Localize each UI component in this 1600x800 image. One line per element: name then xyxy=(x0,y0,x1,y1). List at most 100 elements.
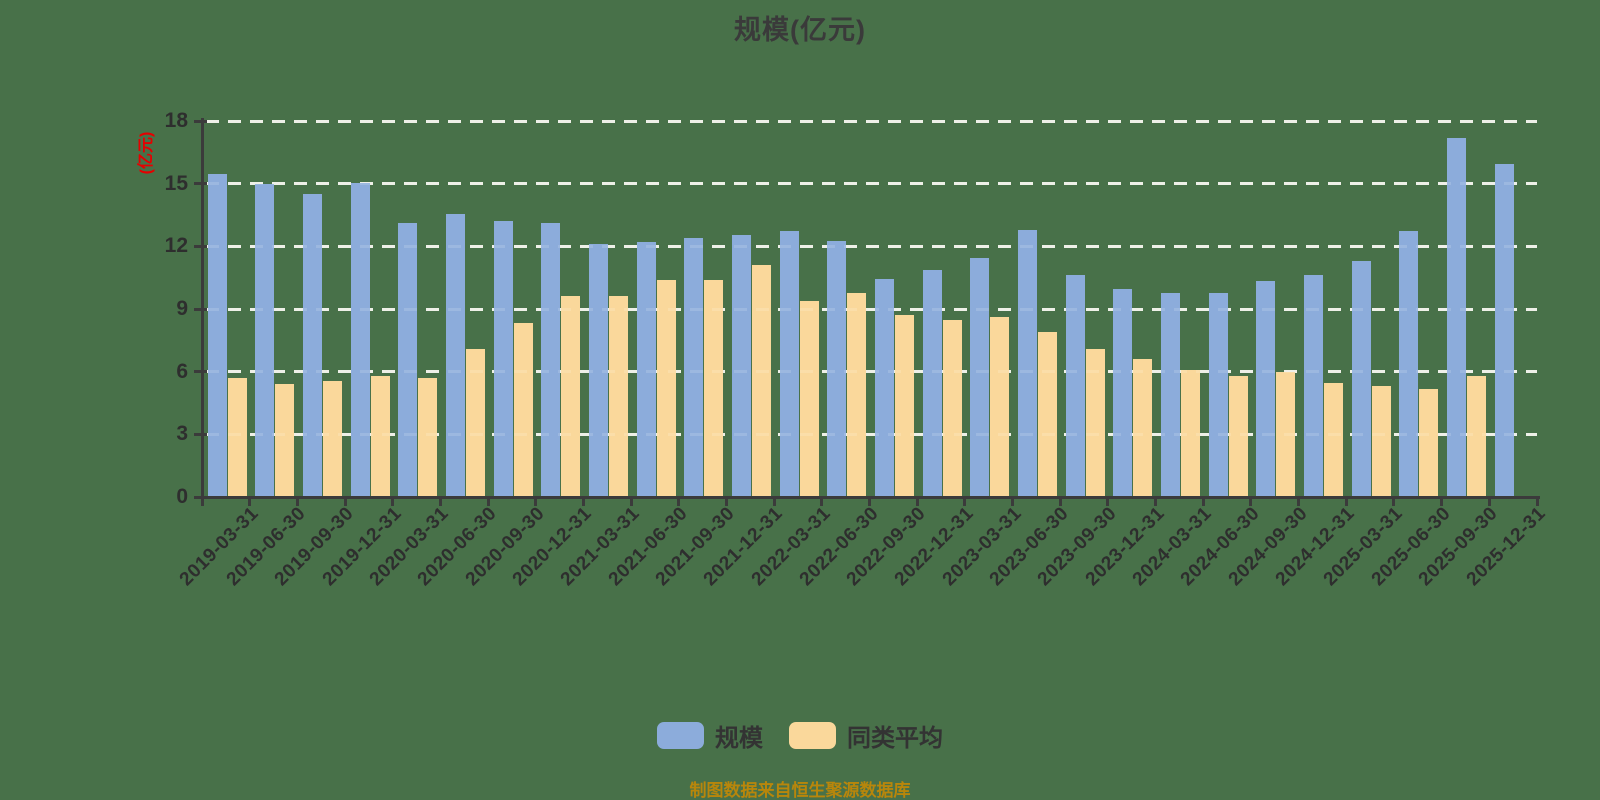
y-tick-mark xyxy=(194,244,207,248)
bar-peer-average-2020-06-30 xyxy=(465,348,485,497)
y-tick-label: 15 xyxy=(164,171,188,195)
y-tick-label: 6 xyxy=(176,359,188,383)
x-tick-mark xyxy=(1106,497,1110,506)
bar-scale-2024-06-30 xyxy=(1208,293,1228,497)
y-tick-label: 3 xyxy=(176,422,188,446)
bar-scale-2020-06-30 xyxy=(445,213,465,497)
bar-scale-2021-09-30 xyxy=(684,237,704,497)
x-tick-mark xyxy=(1487,497,1491,506)
x-tick-mark xyxy=(820,497,824,506)
y-grid-line-overlay xyxy=(206,182,1537,186)
legend-item-peer-average: 同类平均 xyxy=(789,718,943,753)
x-tick-mark xyxy=(581,497,585,506)
bar-scale-2022-03-31 xyxy=(779,230,799,497)
y-tick-label: 18 xyxy=(164,109,188,132)
y-grid-line-overlay xyxy=(206,119,1537,123)
x-tick-mark xyxy=(724,497,728,506)
x-tick-mark xyxy=(534,497,538,506)
bar-scale-2019-09-30 xyxy=(302,194,322,497)
bar-peer-average-2023-12-31 xyxy=(1133,359,1153,497)
bar-peer-average-2021-03-31 xyxy=(608,296,628,497)
bar-peer-average-2024-09-30 xyxy=(1276,371,1296,497)
x-tick-mark xyxy=(772,497,776,506)
bar-peer-average-2025-06-30 xyxy=(1419,389,1439,497)
y-grid-line xyxy=(206,244,1537,248)
bar-peer-average-2020-09-30 xyxy=(513,322,533,497)
x-tick-mark xyxy=(438,497,442,506)
x-tick-mark xyxy=(1201,497,1205,506)
legend-label-scale: 规模 xyxy=(715,725,763,752)
bar-peer-average-2019-03-31 xyxy=(227,377,247,497)
bar-scale-2019-12-31 xyxy=(350,182,370,497)
bar-scale-2023-03-31 xyxy=(970,257,990,497)
x-tick-mark xyxy=(391,497,395,506)
bar-scale-2024-03-31 xyxy=(1161,293,1181,497)
x-tick-mark xyxy=(248,497,252,506)
bar-scale-2025-12-31 xyxy=(1494,163,1514,497)
y-tick-label: 9 xyxy=(176,297,188,320)
bar-peer-average-2020-12-31 xyxy=(561,296,581,497)
x-tick-mark xyxy=(486,497,490,506)
bar-peer-average-2023-03-31 xyxy=(990,317,1010,497)
bar-scale-2024-12-31 xyxy=(1304,274,1324,497)
bar-peer-average-2025-09-30 xyxy=(1467,375,1487,497)
bar-peer-average-2019-12-31 xyxy=(370,375,390,497)
bar-scale-2024-09-30 xyxy=(1256,280,1276,497)
bar-peer-average-2019-09-30 xyxy=(322,381,342,497)
bar-scale-2025-03-31 xyxy=(1351,260,1371,497)
y-tick-mark xyxy=(194,119,207,123)
x-tick-mark xyxy=(1011,497,1015,506)
bar-peer-average-2022-09-30 xyxy=(895,315,914,497)
bar-scale-2020-09-30 xyxy=(493,221,513,497)
x-tick-mark xyxy=(629,497,633,506)
bar-peer-average-2021-06-30 xyxy=(656,279,676,497)
x-tick-mark xyxy=(1154,497,1158,506)
bar-peer-average-2024-06-30 xyxy=(1228,375,1248,497)
bar-scale-2020-03-31 xyxy=(398,223,418,497)
y-grid-line-overlay xyxy=(206,370,1537,374)
x-tick-mark xyxy=(1535,497,1539,506)
bar-scale-2021-12-31 xyxy=(731,234,751,497)
bar-peer-average-2022-03-31 xyxy=(799,300,819,497)
y-grid-line xyxy=(206,432,1537,436)
y-grid-line xyxy=(206,182,1537,186)
legend-swatch-peer-average xyxy=(789,722,836,749)
y-grid-line xyxy=(206,370,1537,374)
bar-peer-average-2024-03-31 xyxy=(1181,369,1201,497)
bar-scale-2020-12-31 xyxy=(541,223,561,497)
bar-scale-2021-06-30 xyxy=(636,242,656,497)
x-tick-mark xyxy=(1344,497,1348,506)
x-tick-mark xyxy=(963,497,967,506)
y-grid-line-overlay xyxy=(206,244,1537,248)
legend-item-scale: 规模 xyxy=(657,718,763,753)
x-tick-mark xyxy=(1440,497,1444,506)
x-tick-mark xyxy=(295,497,299,506)
legend: 规模 同类平均 xyxy=(0,718,1600,753)
x-tick-mark xyxy=(1058,497,1062,506)
y-tick-label: 0 xyxy=(176,485,188,508)
x-tick-mark xyxy=(677,497,681,506)
y-tick-mark xyxy=(194,370,207,374)
x-tick-mark xyxy=(1392,497,1396,506)
y-grid-line xyxy=(206,119,1537,123)
chart-title: 规模(亿元) xyxy=(734,15,866,45)
data-source-note: 制图数据来自恒生聚源数据库 xyxy=(689,781,911,800)
bar-peer-average-2022-12-31 xyxy=(942,320,962,497)
bar-scale-2025-06-30 xyxy=(1399,230,1419,497)
y-tick-mark xyxy=(194,182,207,186)
x-tick-mark xyxy=(343,497,347,506)
bar-scale-2023-09-30 xyxy=(1065,274,1085,497)
bar-peer-average-2025-03-31 xyxy=(1371,386,1391,497)
y-tick-mark xyxy=(194,307,207,311)
legend-label-peer-average: 同类平均 xyxy=(847,725,943,752)
y-grid-line-overlay xyxy=(206,307,1537,311)
bar-scale-2021-03-31 xyxy=(588,244,608,497)
bar-scale-2022-12-31 xyxy=(922,270,942,497)
bar-scale-2022-09-30 xyxy=(875,278,894,497)
bar-peer-average-2023-06-30 xyxy=(1038,331,1058,497)
bar-scale-2023-12-31 xyxy=(1113,289,1133,497)
x-tick-mark xyxy=(915,497,919,506)
bar-peer-average-2023-09-30 xyxy=(1085,348,1105,497)
x-tick-mark xyxy=(1249,497,1253,506)
